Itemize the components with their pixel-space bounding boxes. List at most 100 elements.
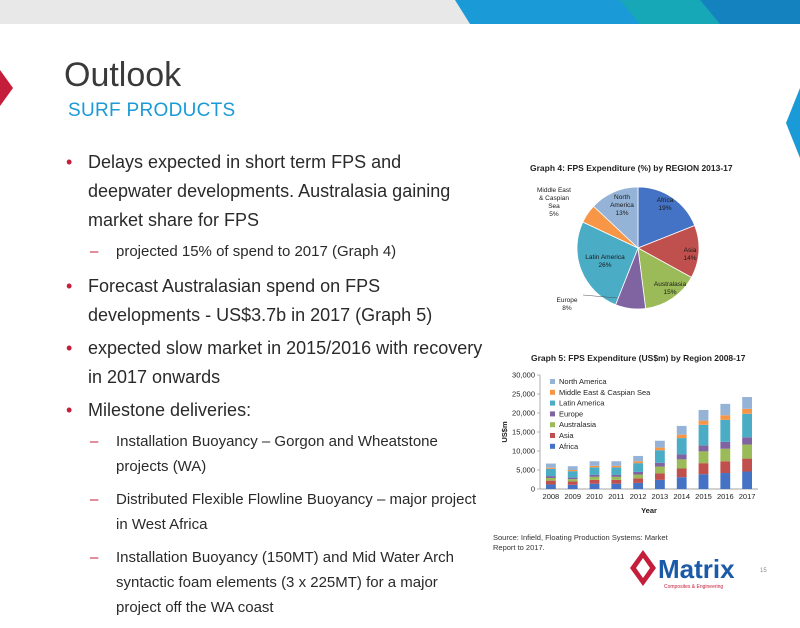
page-subtitle: SURF PRODUCTS bbox=[68, 100, 236, 121]
bar-segment bbox=[742, 444, 753, 459]
x-tick-label: 2015 bbox=[695, 492, 712, 501]
page-number: 15 bbox=[760, 568, 767, 574]
right-triangle-accent bbox=[786, 88, 800, 158]
sub-bullet-item: – projected 15% of spend to 2017 (Graph 4… bbox=[64, 239, 484, 264]
bullet-marker: • bbox=[66, 400, 73, 420]
bullet-item: • Forecast Australasian spend on FPS deve… bbox=[64, 272, 484, 330]
bar-segment bbox=[589, 476, 600, 480]
pie-slice bbox=[637, 247, 692, 309]
legend-label: Asia bbox=[559, 431, 574, 440]
bar-segment bbox=[611, 467, 622, 475]
bullet-marker: • bbox=[66, 276, 73, 296]
legend-swatch bbox=[550, 411, 555, 417]
pie-leader-line bbox=[582, 294, 618, 299]
bar-segment bbox=[720, 419, 731, 442]
pie-chart-title: Graph 4: FPS Expenditure (%) by REGION 2… bbox=[530, 163, 733, 173]
sub-bullet-item: – Installation Buoyancy – Gorgon and Whea… bbox=[64, 429, 484, 479]
logo-wordmark: Matrix bbox=[658, 554, 735, 584]
y-axis-title: US$m bbox=[500, 421, 509, 443]
bar-segment bbox=[676, 477, 687, 489]
matrix-logo-icon bbox=[630, 550, 656, 586]
source-note: Source: Infield, Floating Production Sys… bbox=[493, 533, 668, 552]
sub-bullet-text: projected 15% of spend to 2017 (Graph 4) bbox=[116, 243, 397, 260]
x-tick-label: 2012 bbox=[630, 492, 647, 501]
x-tick-label: 2013 bbox=[652, 492, 669, 501]
bar-segment bbox=[654, 440, 665, 448]
bar-segment bbox=[633, 461, 644, 464]
legend-label: Europe bbox=[559, 409, 583, 418]
bar-segment bbox=[545, 468, 556, 477]
bullet-marker: • bbox=[66, 152, 73, 172]
pie-slice-label: Australasia 15% bbox=[654, 281, 687, 296]
bar-segment bbox=[611, 483, 622, 489]
dash-marker: – bbox=[90, 549, 99, 566]
bullet-text: Forecast Australasian spend on FPS devel… bbox=[88, 276, 433, 325]
bar-segment bbox=[654, 479, 665, 489]
bar-segment bbox=[589, 465, 600, 468]
sub-bullet-text: Installation Buoyancy (150MT) and Mid Wa… bbox=[116, 549, 454, 616]
x-axis-title: Year bbox=[641, 506, 657, 515]
sub-bullet-item: – Installation Buoyancy (150MT) and Mid W… bbox=[64, 545, 484, 620]
legend-swatch bbox=[550, 389, 555, 395]
bar-segment bbox=[567, 484, 578, 489]
bar-segment bbox=[742, 458, 753, 472]
bar-segment bbox=[589, 461, 600, 466]
dash-marker: – bbox=[90, 433, 99, 450]
bar-segment bbox=[545, 480, 556, 485]
bullet-text: Milestone deliveries: bbox=[88, 400, 252, 420]
bar-segment bbox=[589, 479, 600, 484]
bar-segment bbox=[698, 445, 709, 452]
bar-segment bbox=[654, 466, 665, 474]
bar-segment bbox=[545, 476, 556, 478]
header-band bbox=[0, 0, 800, 30]
bullet-text: expected slow market in 2015/2016 with r… bbox=[88, 338, 483, 387]
pie-slice-label: Africa 19% bbox=[657, 197, 674, 212]
bar-segment bbox=[654, 447, 665, 451]
bullet-item: • Milestone deliveries: bbox=[64, 396, 484, 425]
pie-slice-label: North America 13% bbox=[610, 194, 634, 217]
x-tick-label: 2008 bbox=[543, 492, 560, 501]
sub-bullet-item: – Distributed Flexible Flowline Buoyancy … bbox=[64, 487, 484, 537]
left-triangle-accent bbox=[0, 70, 13, 106]
bar-segment bbox=[676, 459, 687, 469]
legend-swatch bbox=[550, 400, 555, 406]
bar-segment bbox=[611, 465, 622, 468]
bar-segment bbox=[742, 471, 753, 489]
x-tick-label: 2014 bbox=[673, 492, 690, 501]
bar-segment bbox=[720, 473, 731, 489]
bar-segment bbox=[698, 420, 709, 425]
pie-slice bbox=[637, 186, 696, 249]
sub-bullet-text: Distributed Flexible Flowline Buoyancy –… bbox=[116, 491, 477, 533]
bar-segment bbox=[720, 403, 731, 416]
bar-segment bbox=[676, 425, 687, 435]
x-tick-label: 2009 bbox=[564, 492, 581, 501]
pie-slice bbox=[576, 221, 639, 306]
legend-label: North America bbox=[559, 377, 607, 386]
y-tick-label: 5,000 bbox=[516, 466, 535, 475]
pie-slice-label: Asia 14% bbox=[683, 247, 696, 262]
x-tick-label: 2010 bbox=[586, 492, 603, 501]
bar-segment bbox=[654, 473, 665, 480]
bar-segment bbox=[633, 482, 644, 489]
bar-segment bbox=[720, 461, 731, 474]
pie-chart: Africa 19% Asia 14% Australasia 15% Europe 8% La… bbox=[537, 186, 700, 312]
pie-slice-label: Middle East & Caspian Sea 5% bbox=[537, 187, 571, 218]
bar-segment bbox=[742, 408, 753, 414]
left-triangle-shape bbox=[0, 70, 13, 106]
bar-segment bbox=[654, 450, 665, 463]
bullet-text: Delays expected in short term FPS and de… bbox=[88, 152, 451, 230]
stacked-bar-chart: 0 5,000 10,000 15,000 20,000 25,000 30,000 2008… bbox=[500, 371, 758, 515]
bar-segment bbox=[676, 468, 687, 478]
bar-segment bbox=[698, 463, 709, 475]
bar-segment bbox=[633, 455, 644, 462]
bullet-list: • Delays expected in short term FPS and d… bbox=[64, 148, 484, 628]
legend-swatch bbox=[550, 379, 555, 384]
header-band-dark bbox=[700, 0, 800, 24]
bar-segment bbox=[567, 477, 578, 480]
bar-segment bbox=[567, 470, 578, 472]
pie-slice-label: Europe 8% bbox=[557, 297, 578, 312]
bar-segment bbox=[654, 462, 665, 467]
pie-slice-label: Latin America 26% bbox=[585, 254, 625, 269]
bar-segment bbox=[676, 454, 687, 460]
y-tick-label: 10,000 bbox=[512, 447, 535, 456]
